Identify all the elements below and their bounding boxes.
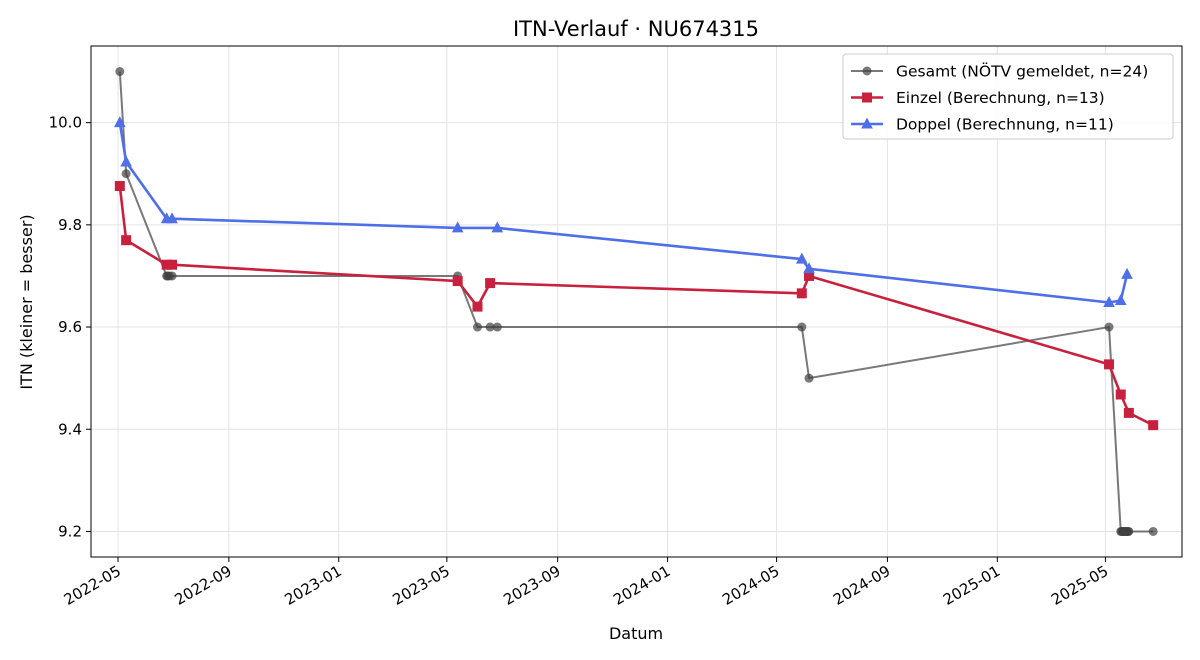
y-axis: 9.2 9.4 9.6 9.8 10.0 bbox=[49, 114, 91, 540]
grid bbox=[91, 46, 1182, 557]
y-tick-label: 9.6 bbox=[58, 318, 82, 336]
legend-marker bbox=[862, 66, 872, 76]
y-tick-label: 10.0 bbox=[49, 114, 82, 132]
x-axis-label: Datum bbox=[609, 624, 663, 643]
data-point bbox=[114, 181, 125, 192]
data-point bbox=[472, 322, 482, 332]
data-point bbox=[114, 116, 126, 128]
x-tick-label: 2024-09 bbox=[830, 562, 893, 609]
data-point bbox=[797, 322, 807, 332]
legend-marker bbox=[861, 117, 873, 129]
data-point bbox=[1123, 407, 1134, 418]
y-axis-label: ITN (kleiner = besser) bbox=[17, 214, 36, 389]
data-point bbox=[485, 278, 496, 289]
series-doppel bbox=[114, 116, 1133, 308]
data-point bbox=[1103, 296, 1115, 308]
legend-label: Einzel (Berechnung, n=13) bbox=[896, 89, 1105, 107]
x-tick-label: 2022-09 bbox=[172, 562, 235, 609]
y-tick-label: 9.8 bbox=[58, 216, 82, 234]
data-point bbox=[1104, 359, 1115, 370]
data-point bbox=[796, 288, 807, 299]
data-point bbox=[1114, 293, 1127, 305]
data-point bbox=[167, 259, 178, 270]
x-tick-label: 2025-05 bbox=[1048, 562, 1111, 609]
series-group bbox=[114, 67, 1159, 536]
data-point bbox=[452, 276, 463, 287]
x-axis: 2022-05 2022-09 2023-01 2023-05 2023-09 2024-… bbox=[61, 557, 1111, 609]
x-tick-label: 2023-05 bbox=[390, 562, 453, 609]
data-point bbox=[485, 322, 495, 332]
legend: Gesamt (NÖTV gemeldet, n=24) Einzel (Bere… bbox=[842, 53, 1174, 140]
data-point bbox=[115, 67, 125, 77]
x-tick-label: 2023-09 bbox=[500, 562, 563, 609]
x-tick-label: 2024-05 bbox=[719, 562, 782, 609]
data-point bbox=[796, 252, 808, 264]
legend-box bbox=[842, 53, 1174, 140]
legend-label: Gesamt (NÖTV gemeldet, n=24) bbox=[896, 62, 1148, 81]
series-gesamt bbox=[115, 67, 1158, 536]
data-point bbox=[121, 235, 132, 246]
data-point bbox=[492, 322, 502, 332]
data-point bbox=[121, 169, 131, 179]
series-einzel bbox=[114, 181, 1159, 431]
y-tick-label: 9.2 bbox=[58, 522, 82, 540]
data-point bbox=[1104, 322, 1114, 332]
x-tick-label: 2023-01 bbox=[281, 562, 344, 609]
x-tick-label: 2022-05 bbox=[61, 562, 124, 609]
plot-frame bbox=[90, 45, 1183, 558]
data-point bbox=[1148, 420, 1159, 431]
legend-label: Doppel (Berechnung, n=11) bbox=[896, 116, 1114, 134]
data-point bbox=[451, 221, 464, 233]
series-line bbox=[118, 71, 1154, 533]
data-point bbox=[1115, 389, 1126, 400]
x-tick-label: 2025-01 bbox=[940, 562, 1003, 609]
data-point bbox=[1148, 526, 1158, 536]
data-point bbox=[166, 212, 178, 224]
data-point bbox=[1121, 267, 1133, 279]
data-point bbox=[161, 259, 172, 270]
chart-title: ITN-Verlauf · NU674315 bbox=[513, 17, 759, 41]
data-point bbox=[804, 270, 815, 281]
y-tick-label: 9.4 bbox=[58, 420, 82, 438]
data-point bbox=[491, 221, 504, 233]
legend-marker bbox=[862, 92, 872, 103]
data-point bbox=[120, 155, 132, 167]
data-point bbox=[167, 271, 177, 281]
data-point bbox=[803, 262, 815, 274]
data-point bbox=[472, 301, 483, 312]
x-tick-label: 2024-01 bbox=[610, 562, 673, 609]
data-point bbox=[804, 373, 814, 383]
data-point bbox=[1124, 526, 1134, 536]
